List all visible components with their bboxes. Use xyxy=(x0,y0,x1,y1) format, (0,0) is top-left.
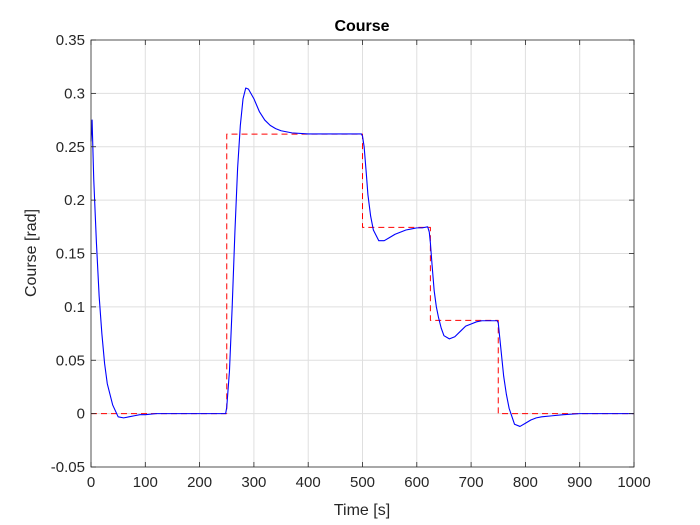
y-tick-label: 0.25 xyxy=(56,139,85,156)
x-tick-label: 700 xyxy=(459,474,484,491)
x-tick-label: 100 xyxy=(133,474,158,491)
x-tick-label: 400 xyxy=(296,474,321,491)
x-tick-label: 300 xyxy=(241,474,266,491)
x-tick-label: 900 xyxy=(567,474,592,491)
x-tick-label: 600 xyxy=(404,474,429,491)
x-tick-label: 1000 xyxy=(617,474,650,491)
x-tick-label: 500 xyxy=(350,474,375,491)
y-tick-label: 0.2 xyxy=(64,192,85,209)
y-tick-label: 0.3 xyxy=(64,85,85,102)
y-tick-label: 0.1 xyxy=(64,299,85,316)
chart-title: Course xyxy=(334,18,389,35)
series-group xyxy=(90,87,634,427)
ticks xyxy=(90,39,635,468)
x-axis-title: Time [s] xyxy=(334,502,390,519)
x-tick-label: 200 xyxy=(187,474,212,491)
y-tick-label: 0.35 xyxy=(56,32,85,49)
y-tick-label: -0.05 xyxy=(51,459,85,476)
x-tick-label: 0 xyxy=(87,474,95,491)
y-tick-label: 0.05 xyxy=(56,352,85,369)
response-series-line xyxy=(90,87,634,427)
y-axis-title: Course [rad] xyxy=(23,209,40,297)
reference-series-line xyxy=(91,133,634,415)
tick-labels: 0 100 200 300 400 500 600 700 800 900 1000-0.0500.… xyxy=(51,32,651,491)
x-tick-label: 800 xyxy=(513,474,538,491)
y-tick-label: 0.15 xyxy=(56,246,85,263)
y-tick-label: 0 xyxy=(77,406,85,423)
